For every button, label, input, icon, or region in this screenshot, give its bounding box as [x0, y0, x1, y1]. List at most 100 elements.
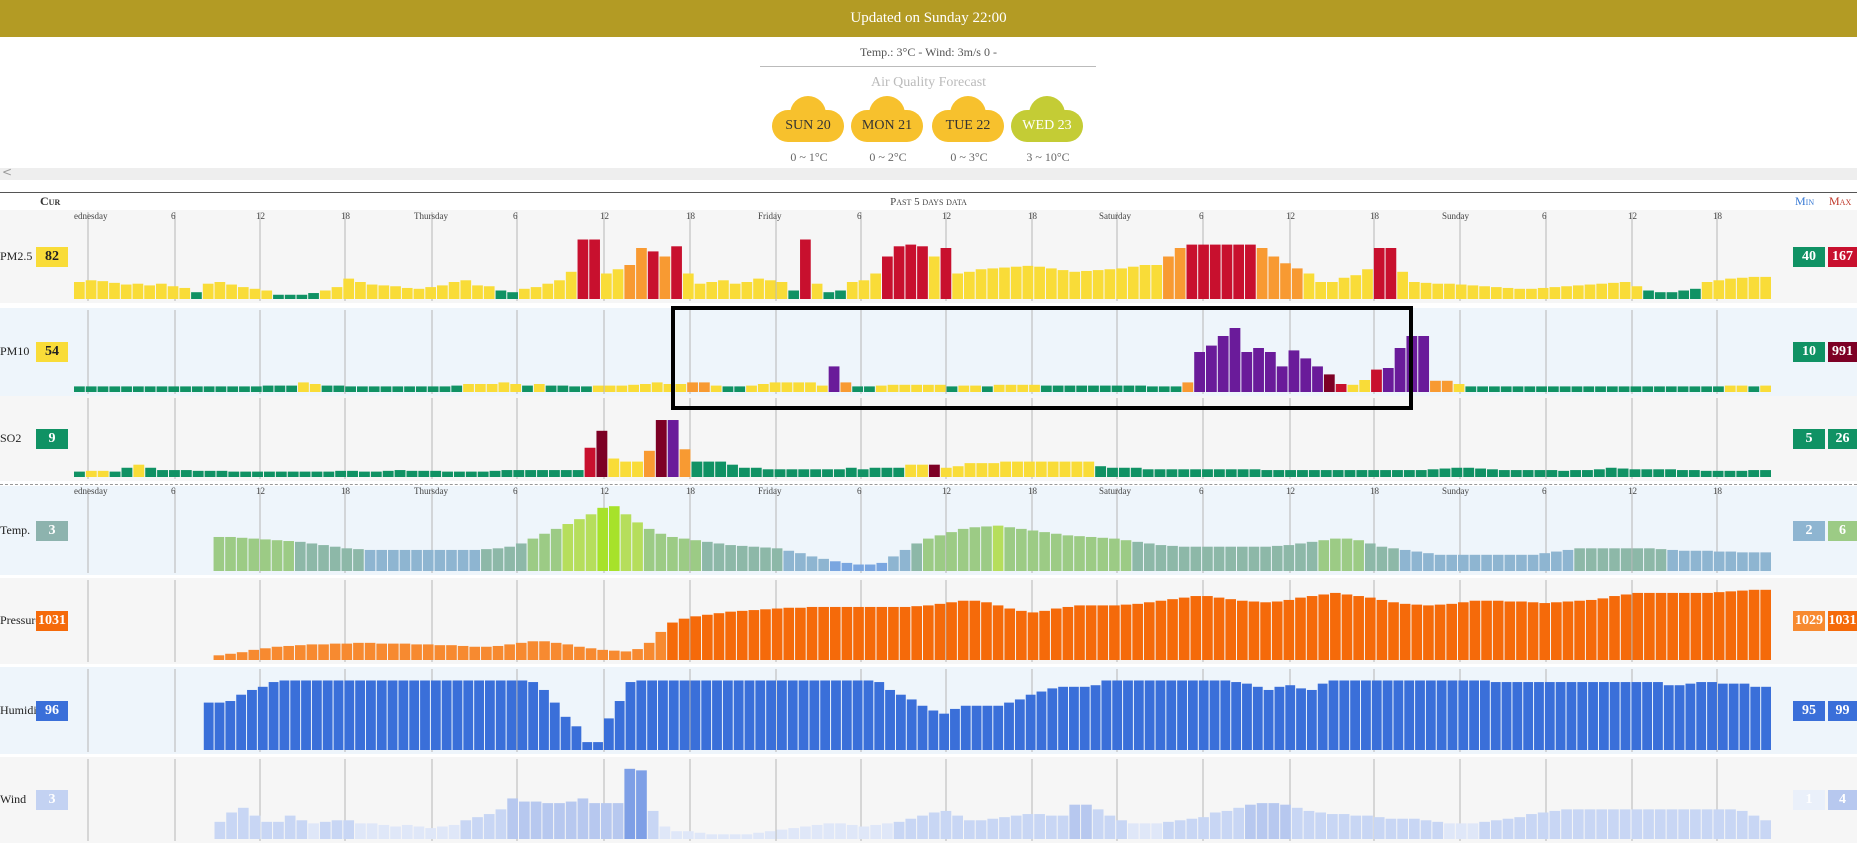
hum-bar — [744, 680, 755, 750]
pm10-bar — [1583, 386, 1595, 392]
temp-bar — [1376, 546, 1388, 571]
temp-bar — [608, 506, 620, 571]
so2-bar — [1582, 470, 1593, 477]
wind-bar — [425, 828, 437, 839]
pm25-bar — [472, 285, 483, 299]
pres-bar — [1585, 599, 1597, 660]
pm10-bar — [357, 386, 368, 392]
temp-bar — [992, 525, 1004, 571]
temp-bar — [1190, 546, 1202, 571]
pm25-bar — [530, 287, 542, 299]
wind-bar — [1221, 810, 1233, 839]
horizontal-scrollbar[interactable]: < — [0, 165, 1857, 180]
hum-bar — [1469, 680, 1479, 750]
hum-bar — [776, 680, 787, 750]
pm25-bar — [1373, 248, 1385, 299]
wind-bar — [963, 820, 975, 839]
hum-bar — [1209, 680, 1220, 750]
time-axis-label: Sunday — [1442, 486, 1469, 496]
pres-bar — [1109, 605, 1120, 660]
pm10-bar — [1005, 384, 1017, 392]
temp-bar — [1423, 553, 1434, 571]
so2-bar — [133, 464, 145, 477]
pm10-bar — [1359, 380, 1371, 392]
temp-bar — [923, 538, 934, 571]
forecast-day[interactable]: SUN 20 0 ~ 1°C — [772, 94, 846, 164]
min-column-header: Min — [1795, 194, 1815, 208]
wind-bar — [1268, 803, 1280, 839]
pm10-bar — [404, 386, 415, 392]
time-axis-label: 12 — [600, 486, 609, 496]
forecast-day[interactable]: WED 23 3 ~ 10°C — [1011, 94, 1085, 164]
pm10-bar — [345, 386, 356, 392]
wind-bar — [343, 820, 355, 839]
pm25-bar — [1362, 269, 1373, 299]
time-axis-label: 12 — [1286, 486, 1295, 496]
pm25-bar — [1291, 268, 1303, 299]
pm25-bar — [1010, 266, 1022, 299]
temp-bar — [969, 527, 981, 571]
so2-bar — [1522, 470, 1534, 477]
pres-bar — [329, 643, 341, 660]
wind-bar — [1760, 820, 1771, 839]
wind-bar — [1104, 815, 1116, 839]
so2-bar — [1154, 469, 1166, 477]
pres-bar — [1225, 599, 1237, 660]
so2-bar — [228, 471, 240, 477]
temp-bar — [422, 549, 434, 571]
pm10-bar — [298, 382, 309, 392]
past-days-header: Past 5 days data — [890, 196, 967, 208]
so2-bar — [1368, 470, 1380, 477]
pres-bar — [1457, 602, 1469, 660]
pm25-bar — [167, 286, 179, 299]
temp-bar — [1690, 550, 1702, 571]
pres-bar — [702, 614, 713, 660]
time-axis-label: 6 — [171, 486, 176, 496]
wind-bar — [1479, 821, 1490, 839]
wind-bar — [355, 823, 366, 839]
pm25-bar — [331, 287, 343, 299]
so2-bar — [418, 470, 430, 477]
temp-bar — [1155, 545, 1167, 571]
scroll-left-icon[interactable]: < — [2, 165, 13, 179]
pm10-bar — [1264, 352, 1276, 392]
wind-bar — [1701, 809, 1713, 839]
pm25-bar — [343, 278, 355, 299]
wind-bar — [1350, 815, 1362, 839]
hum-bar — [668, 680, 679, 750]
hum-bar — [571, 726, 582, 750]
pm25-bar — [1526, 288, 1537, 299]
wind-bar — [1631, 809, 1643, 839]
hum-bar — [1415, 680, 1425, 750]
temp-bar — [678, 538, 690, 571]
temp-bar — [899, 549, 911, 571]
so2-bar — [299, 471, 311, 477]
time-axis-label: 6 — [513, 486, 518, 496]
hum-bar — [1198, 680, 1209, 750]
so2-bar — [347, 470, 358, 477]
forecast-day[interactable]: TUE 22 0 ~ 3°C — [932, 94, 1006, 164]
pm10-bar — [262, 385, 274, 392]
pres-bar — [829, 606, 841, 660]
pm10-bar — [840, 382, 852, 392]
pres-bar — [1527, 602, 1539, 660]
pres-bar — [1178, 597, 1190, 660]
pres-bar — [1620, 594, 1632, 660]
pm10-bar — [675, 384, 687, 392]
pm10-bar — [1760, 385, 1771, 392]
temp-bar — [1330, 538, 1341, 571]
hum-bar — [1436, 680, 1447, 750]
wind-bar — [753, 832, 764, 839]
wind-bar — [624, 768, 636, 839]
so2-bar — [537, 470, 548, 477]
pm25-bar — [1268, 256, 1280, 299]
current-value-badge: 3 — [36, 520, 68, 541]
pm10-bar — [1288, 350, 1300, 392]
temp-bar — [1457, 554, 1469, 571]
pm25-bar — [261, 290, 273, 299]
so2-bar — [1617, 468, 1629, 477]
pm10-bar — [1099, 385, 1111, 392]
forecast-day[interactable]: MON 21 0 ~ 2°C — [851, 94, 925, 164]
pm10-bar — [934, 384, 946, 392]
hum-bar — [1555, 682, 1566, 750]
